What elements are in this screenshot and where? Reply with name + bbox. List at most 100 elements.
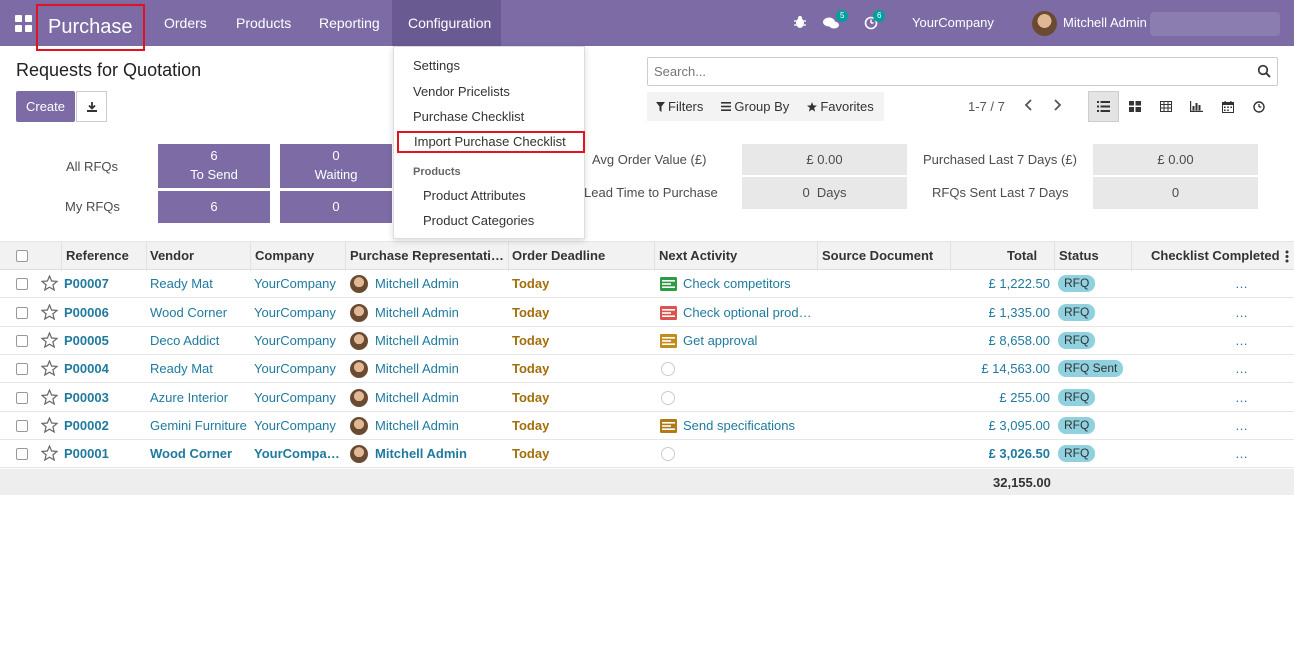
clock-icon[interactable] <box>661 391 675 405</box>
next-activity[interactable]: Get approval <box>683 333 758 348</box>
reference[interactable]: P00003 <box>64 390 109 405</box>
reference[interactable]: P00005 <box>64 333 109 348</box>
vendor[interactable]: Wood Corner <box>150 305 228 320</box>
activity-view-button[interactable] <box>1243 91 1274 122</box>
activity-type-icon[interactable] <box>660 419 677 433</box>
checklist-completed[interactable]: … <box>1235 390 1248 405</box>
col-purchase-rep[interactable]: Purchase Representati… <box>350 248 504 263</box>
vendor[interactable]: Wood Corner <box>150 446 233 461</box>
my-to-send-tile[interactable]: 6 <box>158 191 270 223</box>
purchase-representative[interactable]: Mitchell Admin <box>375 305 459 320</box>
table-row[interactable]: P00006 Wood Corner YourCompany Mitchell Adm… <box>0 299 1294 327</box>
reference[interactable]: P00001 <box>64 446 109 461</box>
star-icon[interactable] <box>41 445 58 461</box>
calendar-view-button[interactable] <box>1212 91 1243 122</box>
row-checkbox[interactable] <box>16 392 28 404</box>
company[interactable]: YourCompany <box>254 361 336 376</box>
reference[interactable]: P00007 <box>64 276 109 291</box>
app-brand[interactable]: Purchase <box>36 4 145 51</box>
checklist-completed[interactable]: … <box>1235 305 1248 320</box>
activity-clock-icon[interactable] <box>864 16 878 30</box>
dropdown-import-purchase-checklist[interactable]: Import Purchase Checklist <box>397 131 585 153</box>
list-view-button[interactable] <box>1088 91 1119 122</box>
menu-products[interactable]: Products <box>236 15 292 31</box>
checklist-completed[interactable]: … <box>1235 446 1248 461</box>
vendor[interactable]: Ready Mat <box>150 361 213 376</box>
clock-icon[interactable] <box>661 362 675 376</box>
pager-next-icon[interactable] <box>1052 99 1062 111</box>
company-switcher[interactable]: YourCompany <box>912 15 994 30</box>
company[interactable]: YourCompany <box>254 390 336 405</box>
vendor[interactable]: Azure Interior <box>150 390 229 405</box>
graph-view-button[interactable] <box>1181 91 1212 122</box>
group-by-button[interactable]: Group By <box>712 99 798 114</box>
star-icon[interactable] <box>41 360 58 376</box>
search-icon[interactable] <box>1257 64 1271 78</box>
checklist-completed[interactable]: … <box>1235 333 1248 348</box>
purchase-representative[interactable]: Mitchell Admin <box>375 276 459 291</box>
waiting-tile[interactable]: 0 Waiting <box>280 144 392 188</box>
table-row[interactable]: P00004 Ready Mat YourCompany Mitchell Admin… <box>0 355 1294 383</box>
company[interactable]: YourCompany <box>254 276 336 291</box>
checklist-completed[interactable]: … <box>1235 361 1248 376</box>
dropdown-vendor-pricelists[interactable]: Vendor Pricelists <box>413 84 510 99</box>
col-next-activity[interactable]: Next Activity <box>659 248 738 263</box>
vendor[interactable]: Gemini Furniture <box>150 418 247 433</box>
dropdown-settings[interactable]: Settings <box>413 58 460 73</box>
download-button[interactable] <box>76 91 107 122</box>
col-source-document[interactable]: Source Document <box>822 248 934 263</box>
menu-reporting[interactable]: Reporting <box>319 15 380 31</box>
clock-icon[interactable] <box>661 447 675 461</box>
next-activity[interactable]: Send specifications <box>683 418 796 433</box>
star-icon[interactable] <box>41 389 58 405</box>
col-status[interactable]: Status <box>1059 248 1099 263</box>
purchase-representative[interactable]: Mitchell Admin <box>375 390 459 405</box>
row-checkbox[interactable] <box>16 307 28 319</box>
row-checkbox[interactable] <box>16 420 28 432</box>
to-send-tile[interactable]: 6 To Send <box>158 144 270 188</box>
reference[interactable]: P00004 <box>64 361 109 376</box>
col-reference[interactable]: Reference <box>66 248 129 263</box>
user-menu[interactable]: Mitchell Admin <box>1063 15 1147 30</box>
star-icon[interactable] <box>41 304 58 320</box>
purchase-representative[interactable]: Mitchell Admin <box>375 418 459 433</box>
company[interactable]: YourCompany <box>254 333 336 348</box>
star-icon[interactable] <box>41 417 58 433</box>
table-row[interactable]: P00001 Wood Corner YourCompa… Mitchell Admi… <box>0 440 1294 468</box>
menu-configuration[interactable]: Configuration <box>392 0 501 46</box>
col-order-deadline[interactable]: Order Deadline <box>512 248 606 263</box>
user-avatar[interactable] <box>1032 11 1057 36</box>
checklist-completed[interactable]: … <box>1235 276 1248 291</box>
company[interactable]: YourCompa… <box>254 446 340 461</box>
activity-type-icon[interactable] <box>660 277 677 291</box>
purchase-representative[interactable]: Mitchell Admin <box>375 361 459 376</box>
filters-button[interactable]: Filters <box>647 99 712 114</box>
table-row[interactable]: P00002 Gemini Furniture YourCompany Mitchel… <box>0 412 1294 440</box>
chat-icon[interactable] <box>823 16 839 30</box>
favorites-button[interactable]: Favorites <box>798 99 882 114</box>
reference[interactable]: P00006 <box>64 305 109 320</box>
row-checkbox[interactable] <box>16 335 28 347</box>
activity-type-icon[interactable] <box>660 306 677 320</box>
purchase-representative[interactable]: Mitchell Admin <box>375 446 467 461</box>
my-waiting-tile[interactable]: 0 <box>280 191 392 223</box>
dropdown-purchase-checklist[interactable]: Purchase Checklist <box>413 109 525 124</box>
bug-icon[interactable] <box>793 15 807 29</box>
next-activity[interactable]: Check optional prod… <box>683 305 812 320</box>
apps-menu-icon[interactable] <box>15 15 32 32</box>
create-button[interactable]: Create <box>16 91 75 122</box>
table-row[interactable]: P00007 Ready Mat YourCompany Mitchell Admin… <box>0 270 1294 298</box>
kanban-view-button[interactable] <box>1119 91 1150 122</box>
search-input[interactable] <box>648 58 1238 85</box>
purchase-representative[interactable]: Mitchell Admin <box>375 333 459 348</box>
pivot-view-button[interactable] <box>1150 91 1181 122</box>
star-icon[interactable] <box>41 332 58 348</box>
company[interactable]: YourCompany <box>254 305 336 320</box>
vendor[interactable]: Ready Mat <box>150 276 213 291</box>
pager-value[interactable]: 1-7 / 7 <box>968 99 1005 114</box>
activity-type-icon[interactable] <box>660 334 677 348</box>
row-checkbox[interactable] <box>16 448 28 460</box>
column-options-icon[interactable] <box>1285 250 1289 263</box>
select-all-checkbox[interactable] <box>16 250 28 262</box>
col-company[interactable]: Company <box>255 248 315 263</box>
